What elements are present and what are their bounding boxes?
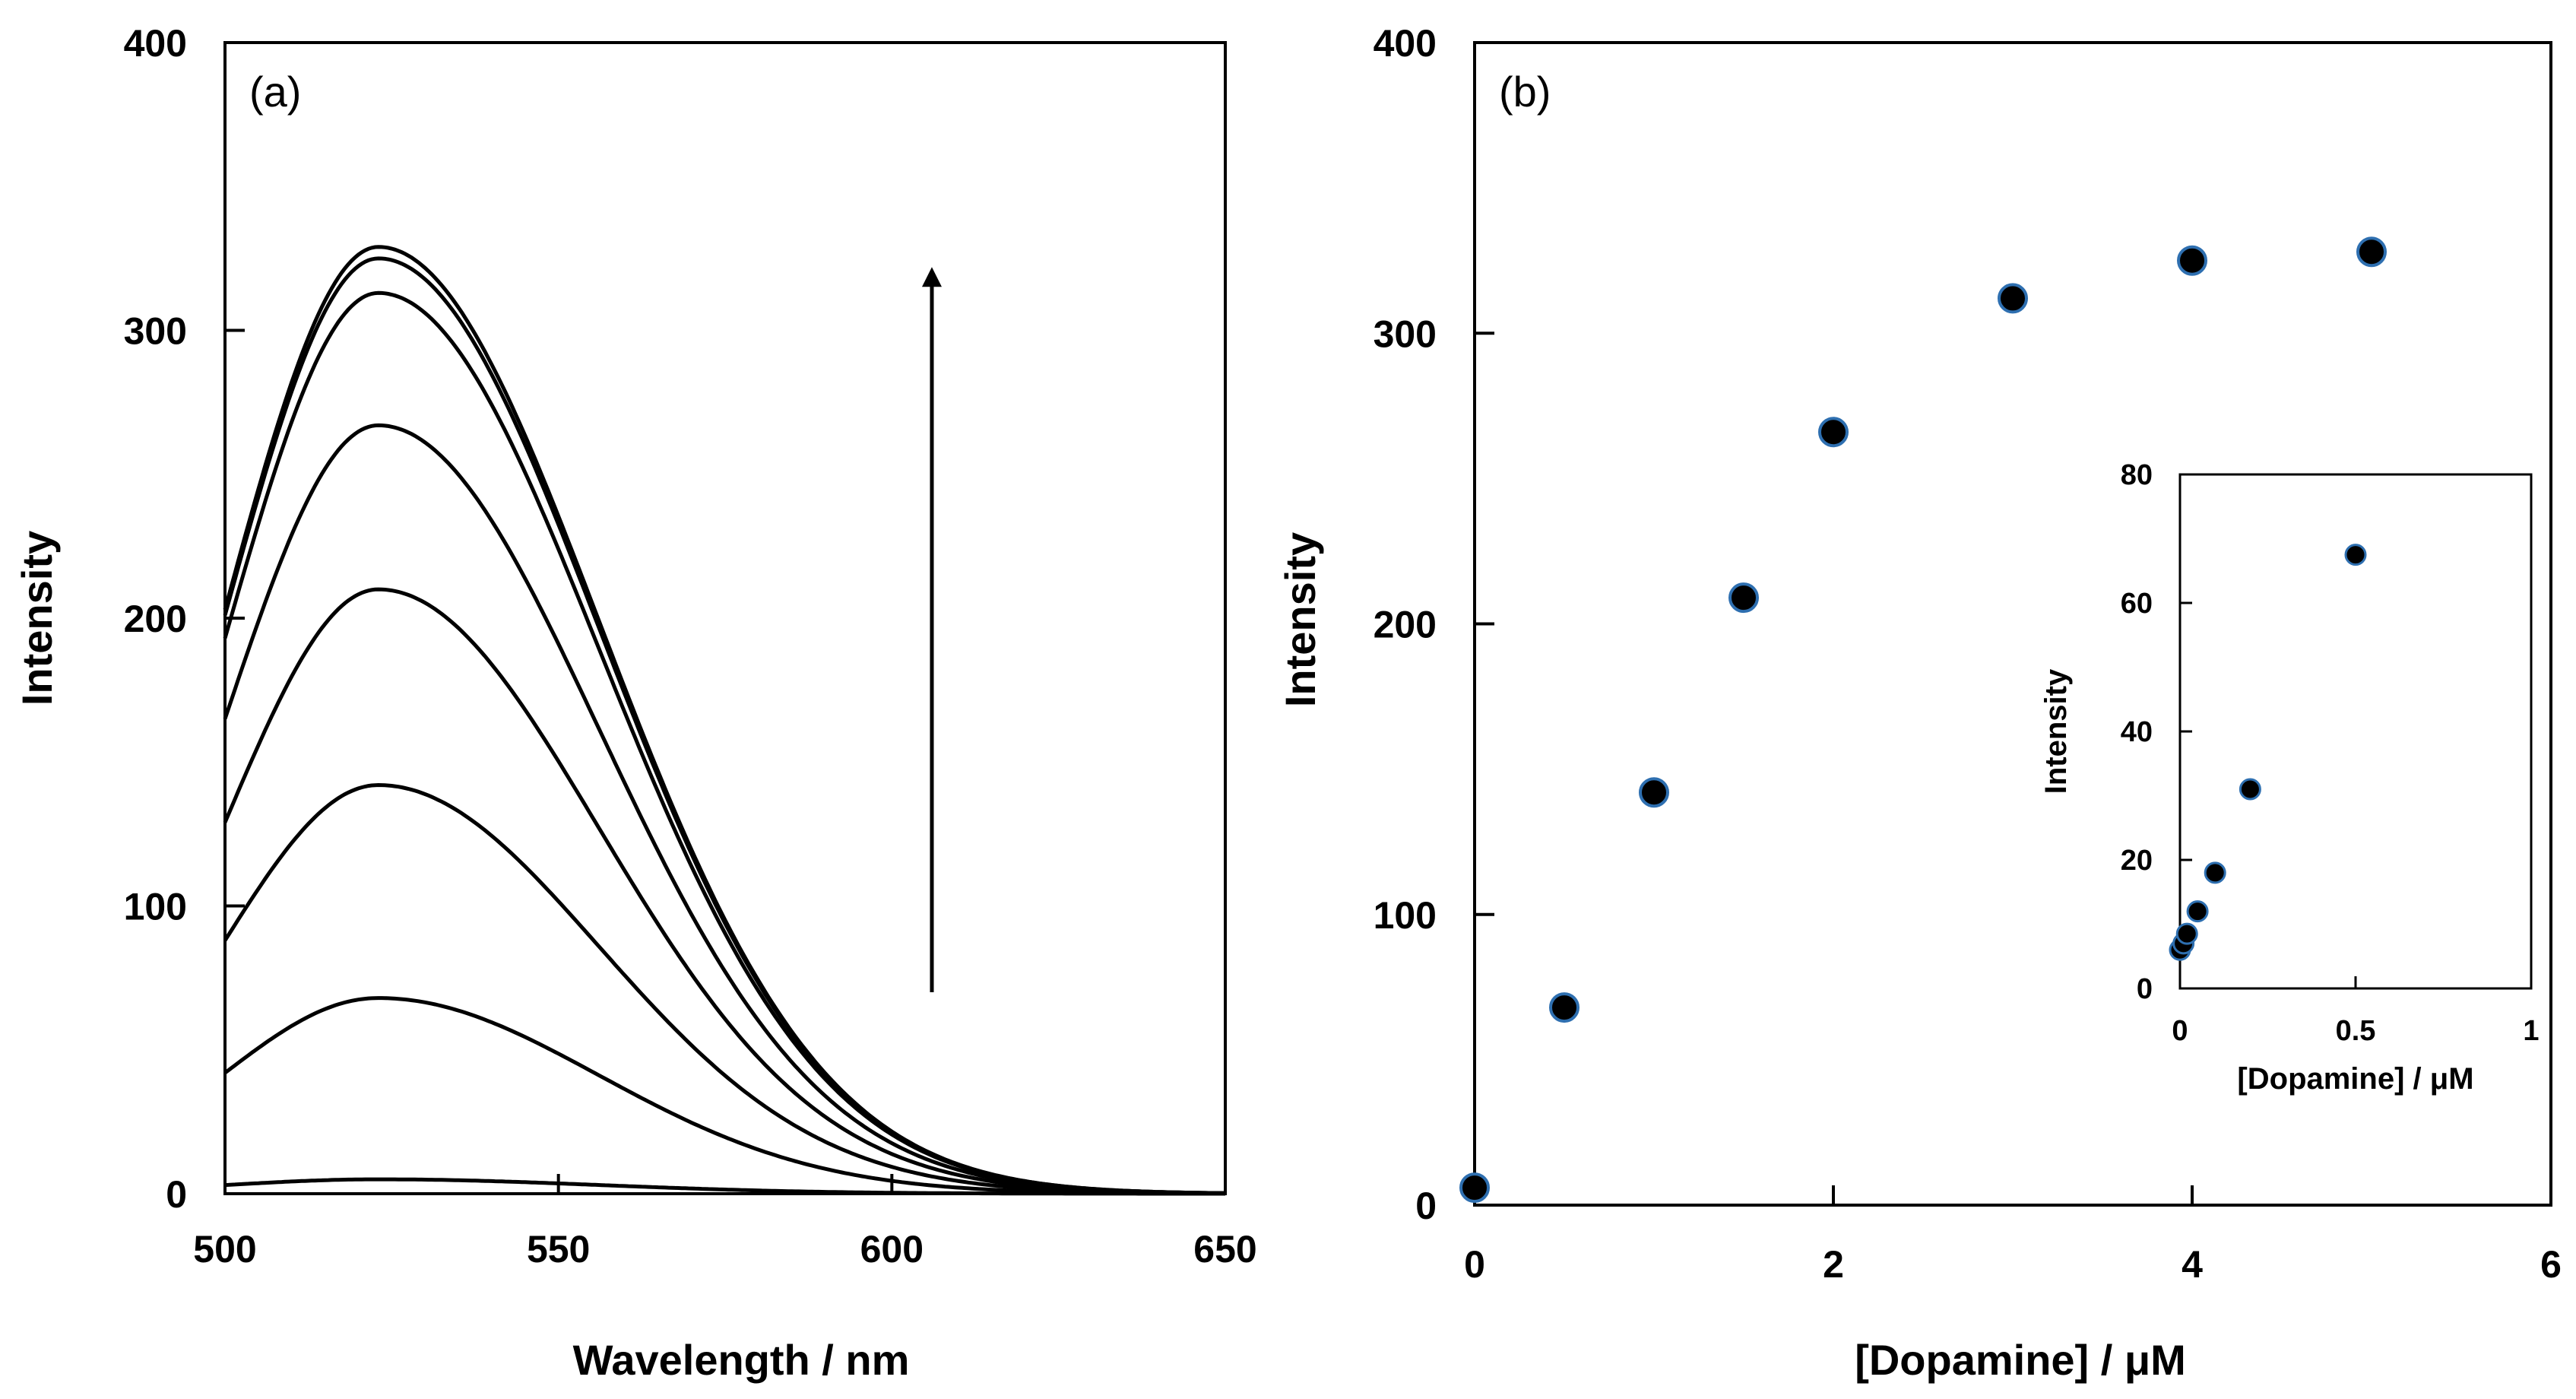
inset-y-tick-label: 60 <box>2121 588 2153 620</box>
inset-data-point <box>2239 778 2261 801</box>
panel-b-y-axis-title: Intensity <box>1276 532 1324 707</box>
panel-b-y-tick-label: 0 <box>1415 1185 1437 1227</box>
inset-data-points <box>2169 544 2367 961</box>
panel-a-x-tick-label: 600 <box>860 1228 924 1271</box>
panel-b-data-point <box>1639 777 1669 808</box>
inset-y-tick-label: 40 <box>2121 716 2153 748</box>
inset-data-point <box>2344 544 2367 566</box>
inset-data-point <box>2175 922 2198 945</box>
panel-a-y-tick-label: 100 <box>124 886 187 928</box>
panel-b-x-axis-title: [Dopamine] / μM <box>1855 1336 2186 1384</box>
arrow-head <box>921 267 942 287</box>
inset-x-tick-label: 1 <box>2523 1015 2539 1047</box>
panel-a-y-tick-label: 300 <box>124 310 187 353</box>
panel-b-data-point <box>1728 582 1759 614</box>
panel-b-data-point <box>1459 1172 1490 1204</box>
panel-a-spectrum-6 <box>223 290 1226 1195</box>
inset-x-tick-label: 0 <box>2172 1015 2188 1047</box>
panel-b-y-tick-label: 200 <box>1374 604 1437 646</box>
panel-a-spectrum-4 <box>223 587 1225 1195</box>
panel-a-y-ticks: 0 100 200 300 400 <box>124 22 245 1216</box>
inset-x-tick-label: 0.5 <box>2336 1015 2376 1047</box>
panel-b-label: (b) <box>1499 68 1551 116</box>
panel-b-data-point <box>1818 417 1849 448</box>
panel-a-x-axis-title: Wavelength / nm <box>573 1336 910 1384</box>
inset-y-axis-title: Intensity <box>2039 668 2073 794</box>
panel-a-spectra <box>223 245 1226 1196</box>
inset-y-ticks: 0 20 40 60 80 <box>2121 459 2192 1005</box>
panel-a-x-tick-label: 550 <box>527 1228 590 1271</box>
panel-b-data-point <box>2356 236 2387 268</box>
panel-a-x-ticks: 500 550 600 650 <box>193 1174 1257 1271</box>
panel-a-x-tick-label: 500 <box>193 1228 256 1271</box>
panel-b-x-tick-label: 4 <box>2182 1243 2203 1286</box>
inset-data-point <box>2186 900 2209 923</box>
inset-y-tick-label: 0 <box>2137 973 2153 1005</box>
panel-b-x-ticks: 0 2 4 6 <box>1464 1185 2562 1286</box>
panel-b-data-point <box>2177 245 2207 276</box>
inset-y-tick-label: 20 <box>2121 845 2153 877</box>
panel-a-y-tick-label: 200 <box>124 598 187 640</box>
panel-a-label: (a) <box>249 68 301 116</box>
panel-a-y-tick-label: 400 <box>124 22 187 65</box>
panel-b-y-tick-label: 400 <box>1374 22 1437 65</box>
panel-b-y-ticks: 0 100 200 300 400 <box>1374 22 1494 1227</box>
panel-a-spectrum-2 <box>223 996 1225 1196</box>
panel-a-trend-arrow <box>921 267 942 993</box>
panel-a-spectrum-7 <box>223 256 1226 1195</box>
panel-b-y-tick-label: 300 <box>1374 312 1437 355</box>
panel-b-data-point <box>1549 992 1580 1023</box>
panel-a-y-axis-title: Intensity <box>13 531 61 706</box>
panel-b-y-tick-label: 100 <box>1374 894 1437 937</box>
inset-data-point <box>2204 861 2226 884</box>
panel-b-x-tick-label: 6 <box>2540 1243 2562 1286</box>
panel-b-x-tick-label: 0 <box>1464 1243 1485 1286</box>
panel-a-y-tick-label: 0 <box>166 1173 187 1216</box>
panel-a-spectrum-8 <box>223 245 1225 1195</box>
inset-x-ticks: 0 0.5 1 <box>2172 976 2540 1047</box>
panel-a: (a) 0 100 200 300 400 500 550 600 650 Intensity… <box>13 22 1257 1384</box>
panel-b-data-point <box>1998 283 2028 314</box>
panel-b-x-tick-label: 2 <box>1823 1243 1844 1286</box>
panel-a-x-tick-label: 650 <box>1193 1228 1256 1271</box>
inset-x-axis-title: [Dopamine] / μM <box>2237 1062 2473 1096</box>
inset-y-tick-label: 80 <box>2121 459 2153 491</box>
panel-a-spectrum-3 <box>223 782 1225 1196</box>
panel-b-data-points <box>1459 236 2387 1204</box>
